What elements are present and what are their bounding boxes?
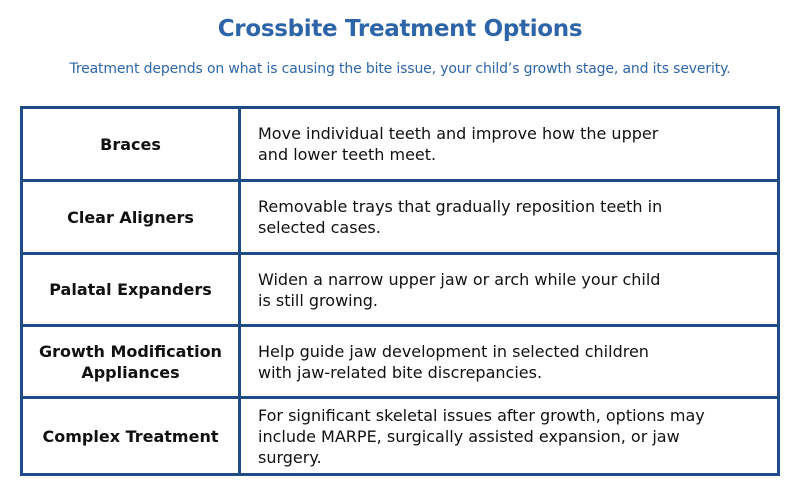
description-line: selected cases. bbox=[258, 218, 381, 237]
description-line: Help guide jaw development in selected c… bbox=[258, 341, 649, 361]
treatment-name-line: Palatal Expanders bbox=[49, 280, 212, 299]
description-line: surgery. bbox=[258, 447, 322, 467]
treatment-name-line: Appliances bbox=[81, 362, 180, 382]
description-line: and lower teeth meet. bbox=[258, 145, 437, 164]
treatment-description-clear-aligners: Removable trays that gradually repositio… bbox=[241, 182, 777, 255]
treatment-description-growth-modification-appliances: Help guide jaw development in selected c… bbox=[241, 327, 777, 399]
description-line: Removable trays that gradually repositio… bbox=[258, 197, 663, 216]
description-line: For significant skeletal issues after gr… bbox=[258, 405, 705, 425]
description-line: Move individual teeth and improve how th… bbox=[258, 124, 659, 143]
treatment-name-line: Complex Treatment bbox=[42, 426, 219, 446]
page-subtitle: Treatment depends on what is causing the… bbox=[69, 61, 731, 77]
description-line: with jaw-related bite discrepancies. bbox=[258, 362, 543, 382]
description-line: is still growing. bbox=[258, 290, 378, 310]
treatment-name-braces: Braces bbox=[23, 109, 241, 182]
treatment-description-braces: Move individual teeth and improve how th… bbox=[241, 109, 777, 182]
description-line: include MARPE, surgically assisted expan… bbox=[258, 426, 680, 446]
treatment-table: Braces Move individual teeth and improve… bbox=[20, 106, 780, 476]
treatment-name-line: Growth Modification bbox=[39, 341, 222, 361]
treatment-name-line: Clear Aligners bbox=[67, 207, 194, 227]
treatment-name-line: Braces bbox=[100, 134, 161, 154]
treatment-name-clear-aligners: Clear Aligners bbox=[23, 182, 241, 255]
treatment-description-palatal-expanders: Widen a narrow upper jaw or arch while y… bbox=[241, 255, 777, 327]
treatment-name-growth-modification-appliances: Growth Modification Appliances bbox=[23, 327, 241, 399]
treatment-name-palatal-expanders: Palatal Expanders bbox=[23, 255, 241, 327]
treatment-description-complex-treatment: For significant skeletal issues after gr… bbox=[241, 399, 777, 473]
page-title: Crossbite Treatment Options bbox=[217, 16, 583, 42]
description-line: Widen a narrow upper jaw or arch while y… bbox=[258, 269, 661, 289]
treatment-name-complex-treatment: Complex Treatment bbox=[23, 399, 241, 473]
